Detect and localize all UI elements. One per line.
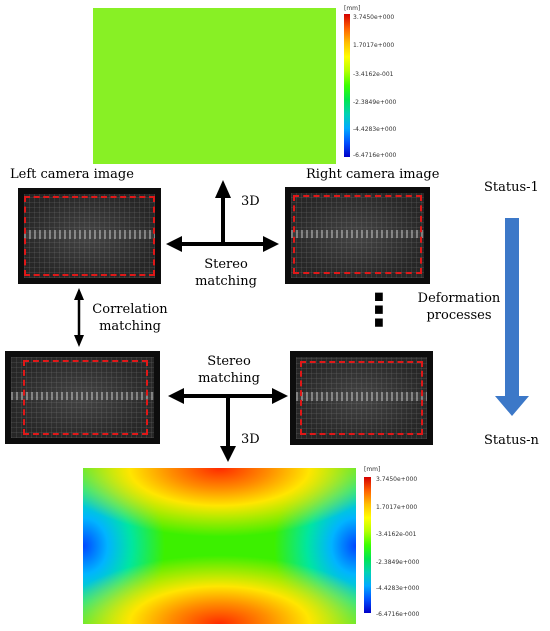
top-scale-tick: -4.4283e+000: [353, 126, 397, 133]
stereo-line-2: matching: [198, 371, 260, 386]
deformation-processes-label: Deformation processes: [415, 290, 503, 324]
roi-box: [23, 360, 148, 435]
status-arrow: [495, 218, 529, 416]
specimen-band: [11, 391, 154, 401]
3d-arrow-up: [215, 180, 231, 244]
3d-arrow-down: [220, 396, 236, 462]
correlation-matching-label: Correlation matching: [86, 301, 174, 335]
3d-label-top: 3D: [241, 194, 260, 209]
stereo-line-1: Stereo: [207, 354, 251, 369]
right-camera-image-status-n: [290, 351, 433, 445]
right-camera-label: Right camera image: [306, 167, 440, 182]
bottom-scale-tick: -6.4716e+000: [376, 611, 420, 618]
specimen-band: [296, 392, 427, 401]
correlation-line-2: matching: [99, 319, 161, 334]
stereo-matching-top: Stereo matching: [183, 256, 269, 290]
deformation-line-1: Deformation: [417, 291, 501, 306]
top-scale-tick: -2.3849e+000: [353, 99, 397, 106]
left-camera-image-status-n: [5, 351, 160, 444]
bottom-scale-tick: 1.7017e+000: [376, 504, 418, 511]
roi-box: [300, 361, 423, 435]
status-1-label: Status-1: [484, 180, 539, 195]
top-scale-tick: -3.4162e-001: [353, 71, 394, 78]
bottom-scale-tick: 3.7450e+000: [376, 476, 418, 483]
stereo-line-1: Stereo: [204, 257, 248, 272]
specimen-band: [24, 230, 155, 239]
bottom-displacement-map: [83, 468, 356, 624]
top-scale-tick: -6.4716e+000: [353, 152, 397, 159]
left-camera-image-status-1: [18, 188, 161, 284]
deformation-line-2: processes: [426, 308, 492, 323]
bottom-scale-tick: -2.3849e+000: [376, 559, 420, 566]
roi-box: [24, 196, 155, 276]
roi-box: [293, 195, 422, 274]
top-scale-unit: [mm]: [344, 5, 361, 12]
bottom-colorbar: [364, 477, 371, 613]
bottom-scale-tick: -3.4162e-001: [376, 531, 417, 538]
bottom-scale-tick: -4.4283e+000: [376, 585, 420, 592]
top-scale-tick: 3.7450e+000: [353, 14, 395, 21]
right-camera-image-status-1: [285, 187, 430, 284]
specimen-band: [291, 229, 424, 239]
bottom-scale-unit: [mm]: [364, 466, 381, 473]
top-scale-tick: 1.7017e+000: [353, 42, 395, 49]
ellipsis-dots: ⋮: [357, 285, 401, 336]
status-n-label: Status-n: [484, 433, 539, 448]
3d-label-bottom: 3D: [241, 432, 260, 447]
top-displacement-map: [93, 8, 336, 164]
left-camera-label: Left camera image: [10, 167, 134, 182]
top-colorbar: [344, 14, 350, 157]
correlation-line-1: Correlation: [92, 302, 168, 317]
correlation-arrow: [74, 288, 84, 347]
stereo-matching-bottom: Stereo matching: [186, 353, 272, 387]
stereo-line-2: matching: [195, 274, 257, 289]
